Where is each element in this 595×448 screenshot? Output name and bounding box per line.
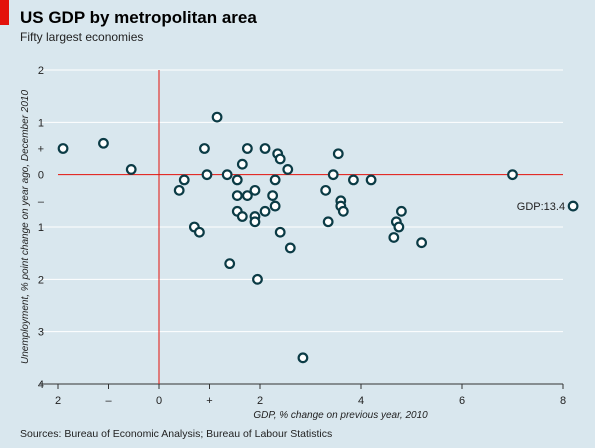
x-tick-label: 2 [55, 395, 61, 407]
data-point [416, 237, 428, 249]
data-point [231, 190, 243, 202]
data-point [267, 190, 279, 202]
data-point [348, 174, 359, 186]
data-point [282, 164, 294, 175]
data-point [393, 221, 405, 233]
data-point [252, 273, 263, 285]
data-point [337, 205, 349, 217]
data-point [269, 200, 281, 212]
data-point [259, 205, 271, 217]
data-point [178, 174, 190, 186]
data-point [193, 226, 205, 238]
y-tick-label: 0 [38, 170, 44, 182]
y-tick-label: 1 [38, 222, 44, 234]
x-tick-label: 4 [358, 395, 364, 407]
data-point [249, 216, 261, 228]
data-point [249, 184, 261, 196]
source-note: Sources: Bureau of Economic Analysis; Bu… [20, 428, 333, 440]
data-point [201, 169, 213, 181]
data-point [327, 169, 339, 181]
chart-title: US GDP by metropolitan area [20, 8, 257, 27]
data-point [221, 169, 233, 181]
x-tick-label: 8 [560, 395, 566, 407]
data-point [274, 226, 286, 238]
data-point [274, 153, 286, 165]
data-point [224, 258, 236, 270]
data-point [98, 137, 109, 149]
data-point [567, 200, 579, 212]
data-point [241, 190, 253, 202]
data-point [199, 143, 210, 154]
data-point [236, 211, 248, 222]
data-point [396, 205, 407, 217]
x-tick-label: 6 [459, 395, 465, 407]
data-point [320, 184, 332, 196]
brand-red-tag [0, 0, 9, 25]
data-point [284, 242, 296, 254]
data-point [125, 164, 137, 175]
y-tick-label: 4 [38, 379, 44, 391]
x-tick-label: 0 [156, 395, 162, 407]
data-point [211, 111, 223, 123]
x-axis-title: GDP, % change on previous year, 2010 [253, 410, 428, 421]
data-point [236, 158, 248, 170]
data-point [231, 174, 243, 186]
data-point [388, 232, 400, 243]
y-tick-label: 1 [38, 117, 44, 129]
y-tick-label: – [38, 196, 45, 208]
data-point [507, 169, 518, 181]
chart-subtitle: Fifty largest economies [20, 30, 144, 44]
data-point [297, 352, 309, 364]
x-tick-label: 2 [257, 395, 263, 407]
data-point [241, 143, 253, 154]
y-tick-label: 2 [38, 65, 44, 77]
x-tick-label: – [105, 395, 112, 407]
data-point [269, 174, 281, 186]
data-point [259, 143, 271, 154]
x-tick-label: + [206, 395, 212, 407]
data-point [322, 216, 334, 228]
data-point [365, 174, 377, 186]
data-point [173, 184, 185, 196]
data-point-label: GDP:13.4 [517, 201, 565, 213]
y-tick-label: 2 [38, 274, 44, 286]
data-point [332, 148, 344, 160]
y-axis-title: Unemployment, % point change on year ago… [20, 90, 31, 364]
data-point [57, 143, 69, 154]
y-tick-label: 3 [38, 327, 44, 339]
y-tick-label: + [38, 144, 44, 156]
